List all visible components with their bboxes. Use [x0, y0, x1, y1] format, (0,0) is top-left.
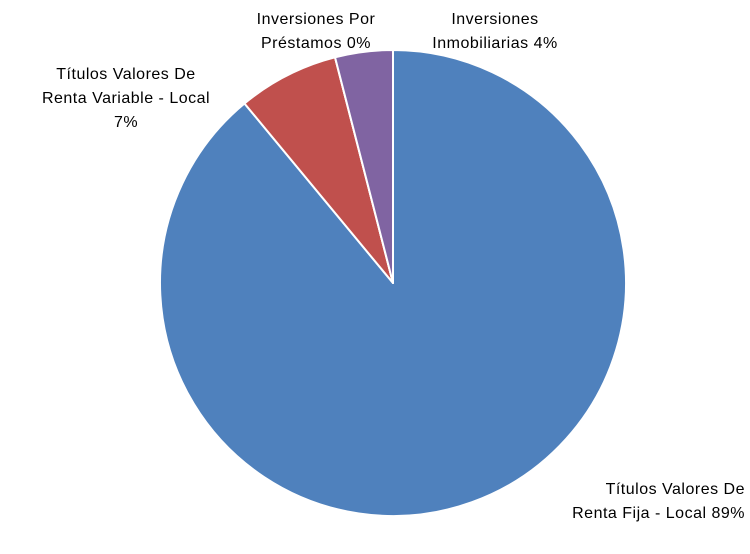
category-name: Títulos Valores De Renta Fija - Local: [572, 481, 745, 522]
value-label: 7%: [113, 114, 139, 131]
value-label: 0%: [346, 35, 372, 52]
value-label: 89%: [711, 505, 745, 522]
pie-slice: [334, 49, 394, 284]
slice-label: Títulos Valores De Renta Fija - Local 89…: [560, 478, 745, 526]
category-name: Inversiones Inmobiliarias: [432, 11, 539, 52]
category-name: Títulos Valores De Renta Variable - Loca…: [41, 66, 211, 107]
slice-label: Inversiones Inmobiliarias 4%: [425, 8, 565, 56]
slice-label: Inversiones Por Préstamos 0%: [250, 8, 382, 56]
value-label: 4%: [533, 35, 558, 52]
slice-label: Títulos Valores De Renta Variable - Loca…: [40, 63, 212, 135]
pie-slice: [243, 56, 394, 284]
category-name: Inversiones Por Préstamos: [256, 11, 376, 52]
